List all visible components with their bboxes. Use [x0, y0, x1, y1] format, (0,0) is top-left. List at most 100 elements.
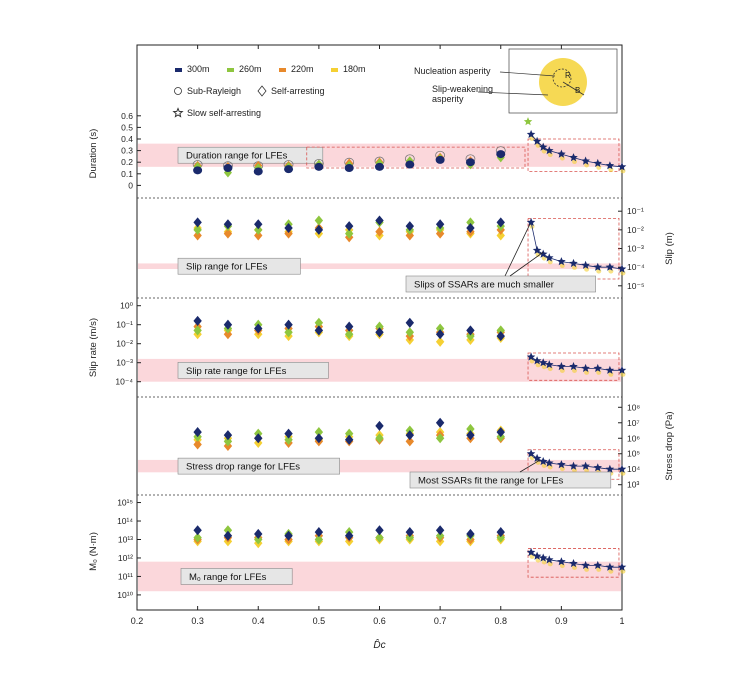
legend-marker-label: Slow self-arresting: [187, 108, 261, 118]
ssar-trend-line: [530, 222, 623, 270]
x-tick-label: 0.7: [434, 616, 447, 626]
marker-300m: [435, 525, 445, 536]
marker-ssar-260m: [523, 117, 533, 126]
marker-260m: [223, 436, 233, 447]
marker-260m: [344, 329, 354, 340]
marker-300m: [223, 530, 233, 541]
marker-300m: [314, 162, 324, 171]
marker-260m: [223, 525, 233, 536]
marker-260m: [254, 224, 263, 235]
marker-260m: [193, 224, 202, 235]
y-tick-label: 10¹²: [118, 553, 133, 563]
band-label-box: [177, 257, 301, 275]
marker-220m: [405, 436, 415, 447]
band-label-box: [177, 457, 340, 475]
marker-ssar: [617, 562, 627, 571]
marker-300m: [344, 434, 354, 445]
duration-range-box: [306, 146, 526, 169]
marker-260m: [314, 215, 324, 226]
inset-label-b: B: [575, 86, 580, 95]
marker-300m: [193, 217, 202, 228]
marker-260m: [435, 323, 445, 334]
marker-300m: [344, 164, 354, 172]
marker-260m: [314, 534, 324, 545]
band-label: Duration range for LFEs: [186, 151, 288, 162]
marker-260m: [435, 530, 445, 541]
y-tick-label: 0.3: [121, 146, 133, 156]
marker-260m: [466, 331, 475, 342]
marker-300m: [314, 325, 324, 336]
marker-ssar: [557, 362, 566, 371]
marker-300m: [466, 325, 475, 336]
marker-300m: [253, 167, 263, 176]
legend-label: 260m: [239, 64, 262, 74]
marker-220m: [284, 228, 293, 239]
legend-swatch-260m: [227, 68, 234, 72]
ssar-range-box: [527, 352, 620, 381]
marker-ssar: [557, 557, 566, 566]
band-label: Slip range for LFEs: [186, 262, 268, 273]
legend-marker-star: [172, 107, 184, 118]
band-label-box: [177, 146, 324, 164]
x-tick-label: 0.5: [313, 616, 326, 626]
marker-260m: [193, 325, 202, 336]
marker-ssar: [593, 262, 602, 271]
y-tick-label: 10⁶: [627, 433, 640, 443]
y-tick-label: 10⁷: [627, 418, 640, 428]
y-tick-label: 10⁴: [627, 464, 640, 474]
marker-260m: [344, 228, 354, 239]
marker-260m: [344, 428, 354, 439]
marker-300m: [284, 428, 293, 439]
marker-300m: [284, 165, 294, 174]
marker-300m: [375, 327, 384, 338]
marker-300m: [314, 224, 324, 235]
marker-ssar: [581, 363, 590, 372]
marker-300m: [254, 433, 263, 444]
marker-300m: [254, 219, 263, 230]
marker-ssar: [593, 363, 602, 372]
marker-ssar: [557, 149, 566, 158]
band-label-box: [177, 361, 329, 379]
marker-220m: [435, 228, 445, 239]
inset-pointer: [499, 71, 556, 77]
y-tick-label: 10⁻²: [627, 225, 644, 235]
marker-260m: [314, 427, 324, 438]
marker-ssar: [605, 161, 615, 170]
marker-300m: [375, 420, 384, 431]
marker-260m: [193, 532, 202, 543]
marker-300m: [193, 525, 202, 536]
marker-180m: [496, 230, 505, 241]
x-tick-label: 0.6: [373, 616, 386, 626]
x-tick-label: 0.2: [131, 616, 144, 626]
y-tick-label: 10⁻⁴: [115, 377, 133, 387]
marker-300m: [405, 430, 415, 441]
band-label-box: [180, 568, 293, 585]
marker-220m: [375, 226, 384, 237]
marker-300m: [405, 160, 415, 169]
annotation-text: Most SSARs fit the range for LFEs: [418, 476, 563, 487]
marker-300m: [254, 528, 263, 539]
marker-300m: [344, 321, 354, 332]
marker-260m: [375, 532, 384, 543]
marker-ssar: [538, 457, 548, 466]
y-axis-label: Slip (m): [664, 232, 675, 265]
marker-260m: [254, 534, 263, 545]
marker-220m: [193, 230, 202, 241]
marker-260m: [496, 325, 505, 336]
marker-300m: [435, 417, 445, 428]
legend-swatch-300m: [175, 68, 182, 72]
y-tick-label: 10⁵: [627, 449, 640, 459]
marker-ssar: [538, 358, 548, 367]
annotation-box: [409, 471, 612, 489]
marker-ssar: [526, 129, 536, 138]
annotation-arrow: [519, 459, 541, 473]
ssar-range-box: [527, 548, 620, 578]
marker-260m: [375, 321, 384, 332]
marker-260m: [314, 317, 324, 328]
marker-300m: [314, 433, 324, 444]
marker-260m: [284, 327, 293, 338]
ssar-range-box: [527, 217, 620, 280]
marker-260m: [496, 532, 505, 543]
marker-260m: [405, 327, 415, 338]
y-tick-label: 10³: [627, 480, 639, 490]
